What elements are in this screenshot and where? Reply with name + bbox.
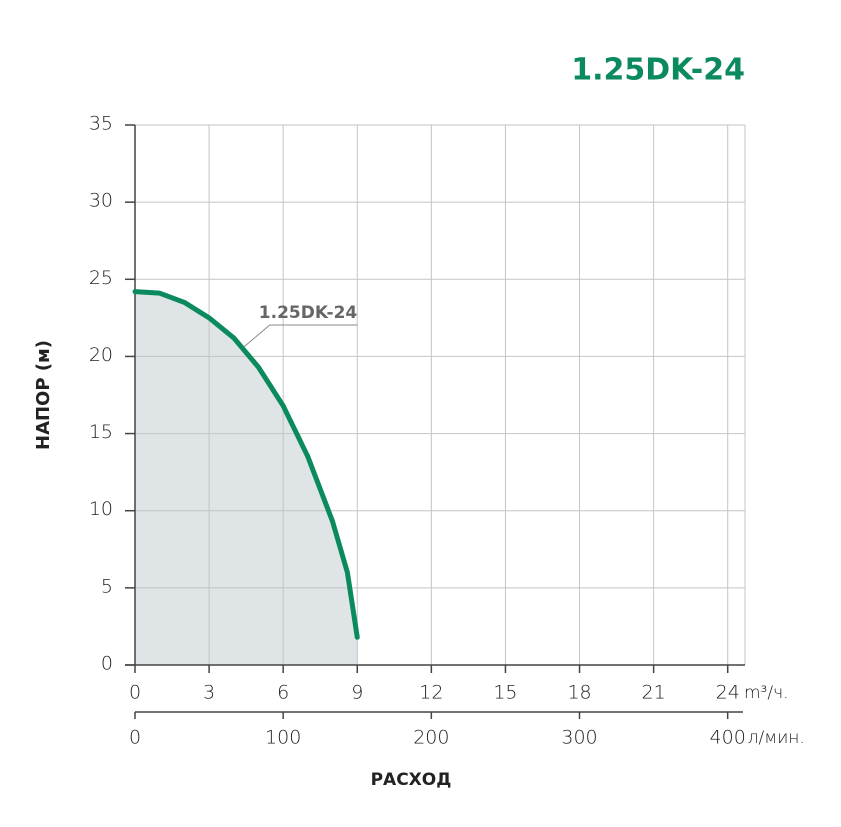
x-tick-label: 6 [277,682,289,704]
x2-unit: л/мин. [748,728,805,748]
y-tick-label: 10 [89,498,113,520]
x-tick-label: 21 [642,682,666,704]
y-tick-label: 0 [101,653,113,675]
chart-title: 1.25DK-24 [571,53,745,88]
y-tick-label: 25 [89,267,113,289]
y-axis-label: НАПОР (м) [33,340,54,450]
x-axis-label: РАСХОД [371,770,452,790]
x2-tick-label: 0 [129,727,141,749]
x-tick-label: 3 [203,682,215,704]
x-tick-label: 12 [419,682,443,704]
x2-tick-label: 400 [710,727,746,749]
y-tick-label: 35 [89,113,113,135]
x2-tick-label: 200 [413,727,449,749]
line [132,289,360,640]
x-tick-label: 18 [567,682,591,704]
y-tick-label: 30 [89,190,113,212]
x2-tick-label: 100 [265,727,301,749]
y-tick-label: 15 [89,421,113,443]
y-tick-label: 20 [89,344,113,366]
y-tick-label: 5 [101,575,113,597]
series-label: 1.25DK-24 [259,303,358,323]
x-tick-label: 24 [716,682,740,704]
x-unit: m³/ч. [744,683,789,703]
x2-tick-label: 300 [561,727,597,749]
x-tick-label: 0 [129,682,141,704]
x-tick-label: 9 [351,682,363,704]
area-fill [135,291,358,665]
x-tick-label: 15 [493,682,517,704]
annotation-leader [243,324,358,348]
